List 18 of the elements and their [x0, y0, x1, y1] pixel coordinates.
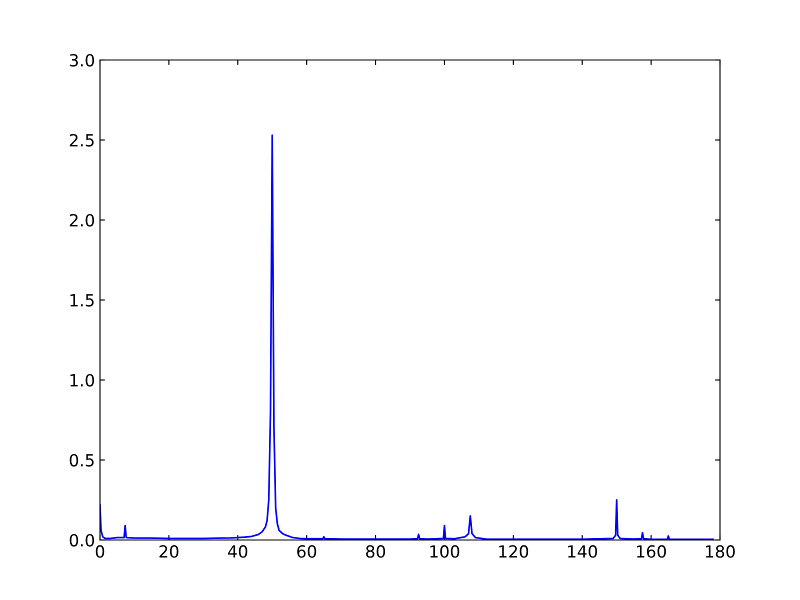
- x-tick-label: 180: [706, 545, 735, 558]
- y-tick-label: 1.0: [70, 374, 94, 387]
- y-tick-label: 0.0: [70, 534, 94, 547]
- y-tick-label: 1.5: [70, 294, 94, 307]
- x-tick-label: 20: [160, 545, 178, 558]
- x-tick-label: 120: [499, 545, 528, 558]
- x-tick-label: 160: [637, 545, 666, 558]
- x-tick-label: 100: [430, 545, 460, 558]
- y-tick-label: 3.0: [70, 54, 94, 67]
- line-series: [100, 134, 714, 540]
- y-tick-label: 2.5: [70, 134, 94, 147]
- x-tick-label: 40: [228, 545, 248, 558]
- x-tick-label: 60: [297, 545, 316, 558]
- x-tick-label: 140: [568, 545, 598, 558]
- x-tick-label: 80: [366, 545, 386, 558]
- y-tick-label: 0.5: [70, 454, 94, 467]
- y-tick-label: 2.0: [70, 214, 94, 227]
- x-tick-label: 0: [96, 545, 104, 558]
